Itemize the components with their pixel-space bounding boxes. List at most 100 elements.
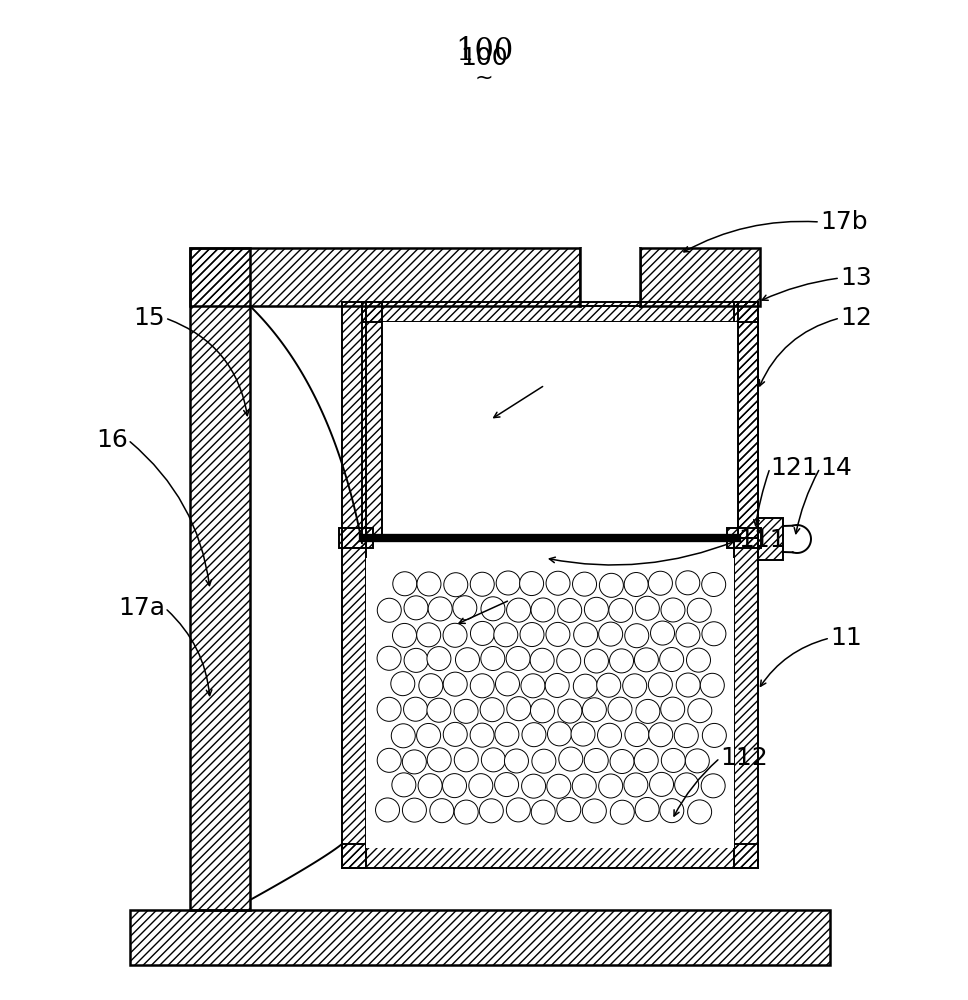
Circle shape [548, 722, 571, 746]
Circle shape [520, 623, 544, 647]
Circle shape [495, 722, 519, 746]
Text: 17b: 17b [820, 210, 867, 234]
Circle shape [649, 571, 673, 595]
Bar [734, 302, 758, 868]
Circle shape [585, 748, 608, 772]
Circle shape [574, 623, 597, 647]
Circle shape [634, 749, 658, 773]
Circle shape [660, 799, 683, 823]
Circle shape [609, 598, 633, 622]
Circle shape [573, 674, 597, 698]
Circle shape [635, 797, 659, 821]
Circle shape [522, 723, 546, 747]
Circle shape [702, 622, 726, 646]
Text: 100: 100 [460, 46, 508, 70]
Bar [339, 528, 373, 548]
Text: 12: 12 [840, 306, 872, 330]
Circle shape [676, 623, 700, 647]
Text: 15: 15 [134, 306, 165, 330]
Circle shape [403, 750, 426, 774]
Circle shape [378, 646, 401, 670]
Circle shape [496, 672, 520, 696]
Bar [362, 302, 382, 538]
Circle shape [636, 699, 660, 723]
Text: 13: 13 [840, 266, 872, 290]
Text: 121: 121 [770, 456, 818, 480]
Circle shape [506, 646, 530, 670]
Circle shape [376, 798, 400, 822]
Circle shape [419, 674, 442, 698]
Circle shape [558, 598, 582, 622]
Circle shape [585, 649, 609, 673]
Text: 100: 100 [455, 36, 513, 68]
Circle shape [688, 699, 711, 723]
Circle shape [622, 674, 647, 698]
Text: ~: ~ [474, 68, 494, 88]
Circle shape [703, 723, 726, 747]
Circle shape [661, 697, 684, 721]
Circle shape [427, 748, 451, 772]
Bar [342, 844, 758, 868]
Bar [640, 248, 760, 306]
Circle shape [480, 698, 504, 722]
Circle shape [479, 799, 503, 823]
Circle shape [428, 597, 452, 621]
Circle shape [635, 596, 659, 620]
Circle shape [598, 622, 622, 646]
Bar [130, 910, 830, 965]
Circle shape [470, 723, 494, 747]
Circle shape [416, 623, 440, 647]
Circle shape [427, 647, 451, 671]
Circle shape [530, 648, 554, 672]
Circle shape [624, 624, 649, 648]
Circle shape [547, 774, 571, 798]
Circle shape [456, 648, 479, 672]
Circle shape [470, 621, 495, 645]
Circle shape [443, 623, 467, 647]
Circle shape [481, 597, 505, 621]
Circle shape [685, 749, 710, 773]
Circle shape [559, 747, 583, 771]
Circle shape [495, 773, 519, 797]
Circle shape [572, 774, 596, 798]
Circle shape [675, 724, 698, 748]
Circle shape [687, 598, 711, 622]
Circle shape [546, 622, 570, 646]
Circle shape [403, 798, 427, 822]
Circle shape [572, 572, 596, 596]
Circle shape [558, 699, 582, 723]
Bar [190, 248, 580, 306]
Circle shape [391, 672, 415, 696]
Text: 11: 11 [830, 626, 862, 650]
Circle shape [507, 697, 530, 721]
Bar [366, 558, 734, 848]
Circle shape [700, 673, 724, 697]
Circle shape [481, 647, 505, 671]
Circle shape [661, 748, 685, 772]
Circle shape [404, 648, 428, 672]
Circle shape [520, 572, 544, 596]
Circle shape [557, 649, 581, 673]
Circle shape [649, 723, 673, 747]
Circle shape [596, 673, 620, 697]
Circle shape [470, 572, 495, 596]
Circle shape [453, 596, 477, 620]
Circle shape [546, 571, 570, 595]
Circle shape [531, 598, 555, 622]
Circle shape [378, 748, 401, 772]
Circle shape [571, 722, 595, 746]
Circle shape [393, 572, 417, 596]
Circle shape [530, 699, 555, 723]
Bar [382, 322, 738, 538]
Circle shape [430, 799, 454, 823]
Circle shape [427, 698, 451, 722]
Circle shape [585, 597, 608, 621]
Circle shape [454, 800, 478, 824]
Circle shape [469, 774, 493, 798]
Circle shape [610, 750, 634, 774]
Text: 112: 112 [720, 746, 768, 770]
Circle shape [661, 598, 685, 622]
Circle shape [531, 749, 556, 773]
Bar [342, 302, 366, 868]
Circle shape [442, 774, 467, 798]
